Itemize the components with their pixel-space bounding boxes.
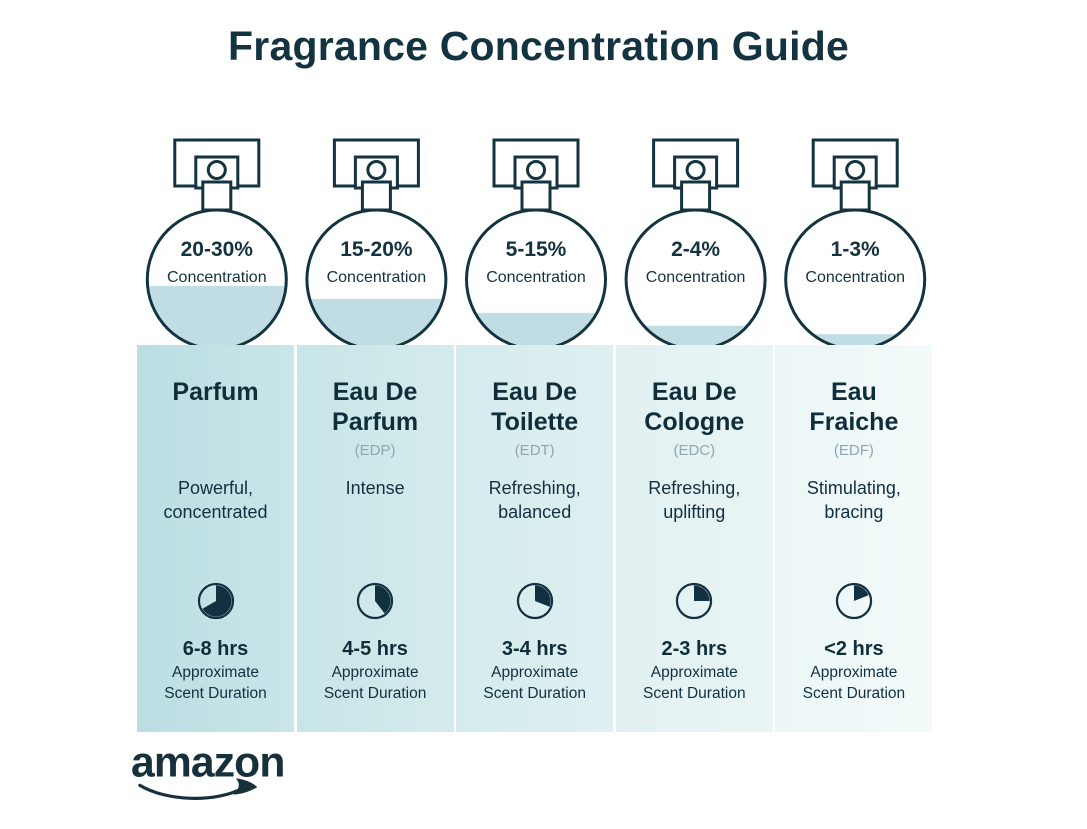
svg-text:amazon: amazon bbox=[131, 738, 284, 786]
svg-text:Concentration: Concentration bbox=[805, 269, 905, 286]
svg-text:Concentration: Concentration bbox=[327, 269, 427, 286]
svg-text:5-15%: 5-15% bbox=[506, 238, 567, 261]
svg-text:Concentration: Concentration bbox=[486, 269, 586, 286]
svg-text:Concentration: Concentration bbox=[167, 269, 267, 286]
svg-text:15-20%: 15-20% bbox=[340, 238, 413, 261]
svg-text:2-4%: 2-4% bbox=[671, 238, 720, 261]
svg-text:1-3%: 1-3% bbox=[831, 238, 880, 261]
svg-text:Concentration: Concentration bbox=[646, 269, 746, 286]
svg-text:20-30%: 20-30% bbox=[181, 238, 254, 261]
